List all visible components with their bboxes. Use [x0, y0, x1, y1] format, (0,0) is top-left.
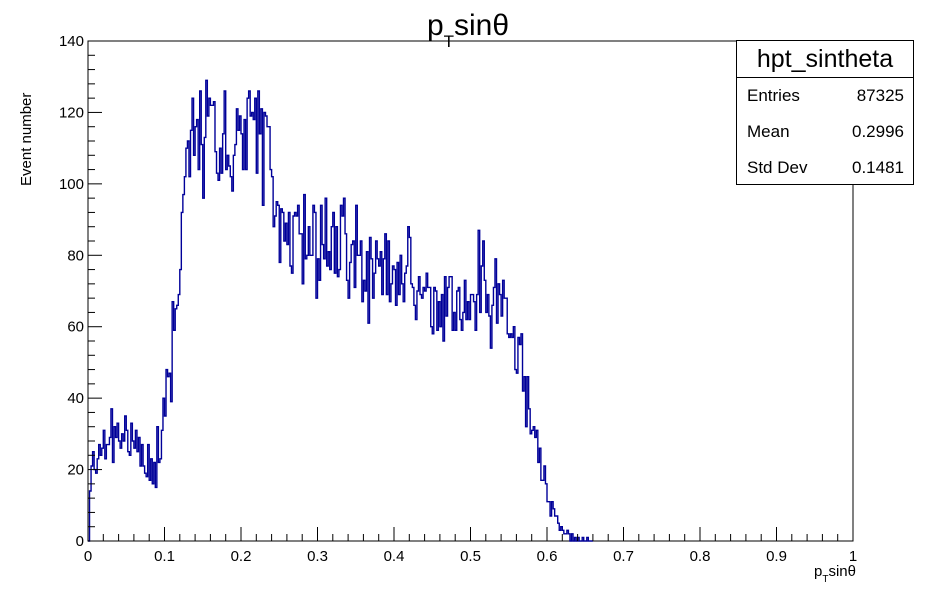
- stats-label: Entries: [747, 86, 800, 105]
- stats-row-stddev: Std Dev 0.1481: [737, 150, 913, 186]
- y-tick-label: 100: [59, 176, 84, 193]
- x-tick-label: 0.5: [460, 548, 481, 565]
- x-tick-label: 0.8: [690, 548, 711, 565]
- stats-label: Std Dev: [747, 158, 808, 177]
- stats-value: 87325: [856, 86, 904, 105]
- x-tick-label: 0.9: [766, 548, 787, 565]
- x-tick-label: 0.2: [231, 548, 252, 565]
- xlabel-main: p: [814, 563, 823, 580]
- stats-row-entries: Entries 87325: [737, 78, 913, 114]
- title-tail: sinθ: [454, 9, 510, 42]
- stats-row-mean: Mean 0.2996: [737, 114, 913, 150]
- stats-box: hpt_sintheta Entries 87325 Mean 0.2996 S…: [736, 40, 914, 185]
- x-tick-label: 0.7: [613, 548, 634, 565]
- y-axis-label: Event number: [18, 92, 35, 186]
- x-tick-label: 0: [84, 548, 92, 565]
- y-tick-label: 80: [67, 247, 84, 264]
- xlabel-tail: sinθ: [828, 563, 856, 580]
- y-tick-label: 40: [67, 390, 84, 407]
- y-tick-label: 140: [59, 33, 84, 50]
- y-tick-label: 0: [76, 533, 84, 550]
- y-tick-label: 120: [59, 104, 84, 121]
- stats-title: hpt_sintheta: [737, 41, 913, 78]
- stats-label: Mean: [747, 122, 790, 141]
- title-main: p: [426, 9, 444, 42]
- x-tick-label: 0.3: [307, 548, 328, 565]
- x-tick-label: 1: [849, 548, 857, 565]
- xlabel-subscript: T: [822, 574, 829, 585]
- x-tick-label: 0.4: [384, 548, 405, 565]
- stats-value: 0.1481: [852, 158, 904, 177]
- y-tick-label: 60: [67, 319, 84, 336]
- x-tick-label: 0.6: [537, 548, 558, 565]
- stats-value: 0.2996: [852, 122, 904, 141]
- y-tick-label: 20: [67, 462, 84, 479]
- histogram-series-line: [88, 79, 593, 542]
- x-tick-label: 0.1: [154, 548, 175, 565]
- x-axis-label: pTsinθ: [814, 563, 856, 585]
